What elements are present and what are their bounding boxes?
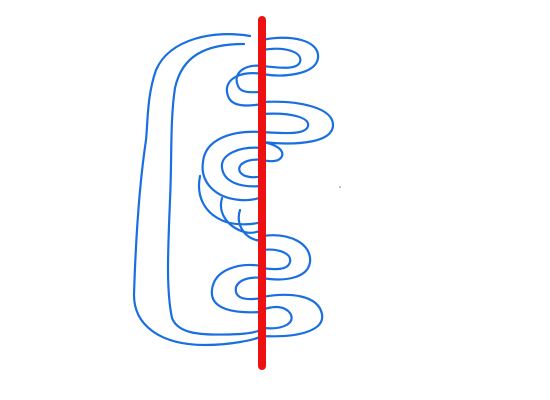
outer-loop-stroke (132, 33, 264, 347)
inner-loop-return-stroke (260, 305, 293, 330)
middle-spiral-inner-stroke (220, 146, 264, 188)
middle-hook-stroke (260, 140, 284, 163)
stray-dot (339, 186, 341, 188)
upper-bulge-inner-stroke (260, 112, 310, 135)
lower-meander-inner-stroke (260, 248, 292, 271)
lower-spiral-inner-stroke (234, 276, 264, 301)
outer-loop-return-stroke (260, 293, 324, 338)
middle-spiral-outer-stroke (201, 130, 266, 202)
upper-bulge-stroke (260, 100, 335, 145)
lower-meander-stroke (260, 234, 312, 281)
middle-spiral-core-stroke (238, 158, 266, 179)
inner-loop-stroke (166, 42, 266, 336)
lower-spiral-outer-stroke (210, 264, 264, 314)
middle-lower-loop-stroke (197, 174, 264, 226)
